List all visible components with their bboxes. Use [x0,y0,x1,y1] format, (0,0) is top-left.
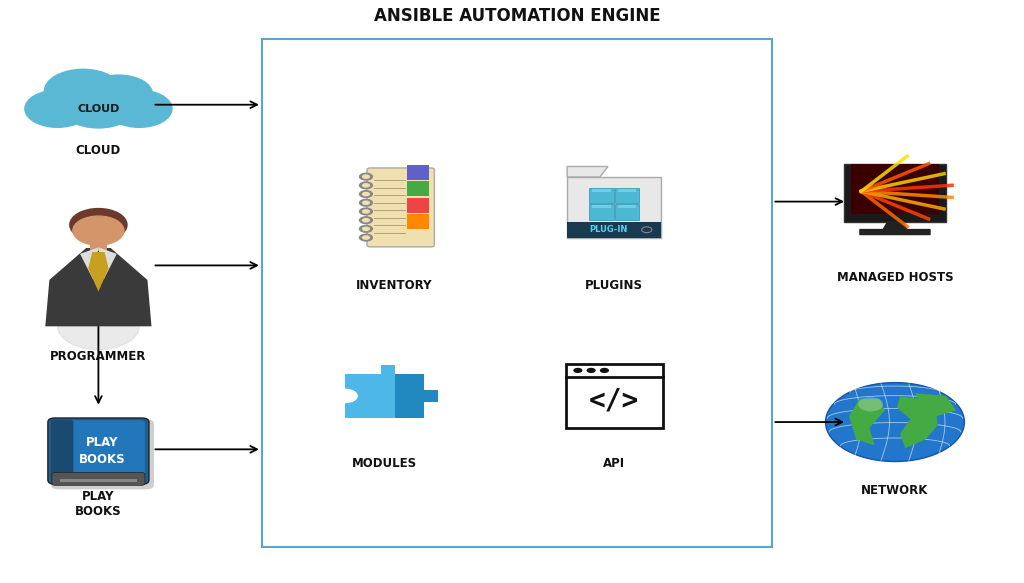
FancyBboxPatch shape [37,103,160,124]
FancyBboxPatch shape [52,473,144,485]
Text: PLAY: PLAY [86,436,119,449]
Text: ANSIBLE AUTOMATION ENGINE: ANSIBLE AUTOMATION ENGINE [374,6,660,24]
FancyBboxPatch shape [617,189,636,192]
Text: BOOKS: BOOKS [79,453,126,466]
Text: API: API [603,457,626,470]
FancyBboxPatch shape [567,177,662,238]
Text: MANAGED HOSTS: MANAGED HOSTS [837,271,953,285]
FancyBboxPatch shape [407,198,429,213]
Text: PLUG-IN: PLUG-IN [589,225,627,234]
FancyBboxPatch shape [48,418,148,484]
Circle shape [332,389,358,403]
FancyBboxPatch shape [844,164,946,222]
FancyBboxPatch shape [60,420,144,482]
Circle shape [25,90,90,127]
FancyBboxPatch shape [565,364,663,428]
Circle shape [358,234,373,241]
Polygon shape [915,393,956,416]
FancyBboxPatch shape [407,165,429,180]
FancyBboxPatch shape [51,420,74,482]
FancyBboxPatch shape [851,164,939,214]
Text: CLOUD: CLOUD [77,104,120,114]
Polygon shape [345,366,438,418]
Polygon shape [80,247,98,280]
FancyBboxPatch shape [859,229,931,236]
FancyBboxPatch shape [567,222,662,238]
FancyBboxPatch shape [407,214,429,229]
FancyBboxPatch shape [617,205,636,208]
Circle shape [358,190,373,198]
Text: PLUGINS: PLUGINS [585,279,643,292]
FancyBboxPatch shape [90,236,106,251]
FancyBboxPatch shape [262,39,772,547]
Text: MODULES: MODULES [352,457,417,470]
Circle shape [825,382,965,462]
FancyBboxPatch shape [614,204,639,220]
Text: PLAY
BOOKS: PLAY BOOKS [75,490,122,518]
Polygon shape [88,252,109,292]
FancyBboxPatch shape [367,168,434,247]
Circle shape [70,209,127,241]
Text: NETWORK: NETWORK [861,484,929,497]
Circle shape [73,216,124,245]
Circle shape [361,192,370,196]
Circle shape [44,69,122,114]
FancyBboxPatch shape [592,189,610,192]
Circle shape [358,199,373,207]
Circle shape [361,218,370,223]
Polygon shape [567,167,608,177]
FancyBboxPatch shape [614,188,639,203]
Circle shape [358,216,373,224]
Circle shape [587,368,596,373]
Text: </>: </> [589,387,639,415]
Circle shape [57,303,139,350]
Polygon shape [395,374,438,418]
Circle shape [361,209,370,214]
Circle shape [106,90,172,127]
FancyBboxPatch shape [51,419,154,489]
Text: CLOUD: CLOUD [76,143,121,157]
Circle shape [361,174,370,179]
FancyBboxPatch shape [592,205,610,208]
Polygon shape [882,222,908,231]
Circle shape [361,201,370,205]
Circle shape [59,84,137,128]
Text: INVENTORY: INVENTORY [356,279,433,292]
Circle shape [358,225,373,233]
Circle shape [358,173,373,181]
Text: PROGRAMMER: PROGRAMMER [50,350,146,363]
FancyBboxPatch shape [60,479,136,482]
Circle shape [361,227,370,231]
Polygon shape [897,396,938,448]
FancyBboxPatch shape [407,181,429,196]
Polygon shape [849,399,885,445]
FancyBboxPatch shape [589,188,613,203]
FancyBboxPatch shape [589,204,613,220]
Circle shape [358,208,373,216]
Circle shape [858,397,883,412]
Circle shape [600,368,609,373]
Circle shape [361,183,370,188]
Circle shape [358,181,373,189]
Circle shape [361,236,370,240]
Circle shape [85,75,153,114]
Polygon shape [45,248,152,326]
Polygon shape [98,247,117,280]
Circle shape [573,368,583,373]
